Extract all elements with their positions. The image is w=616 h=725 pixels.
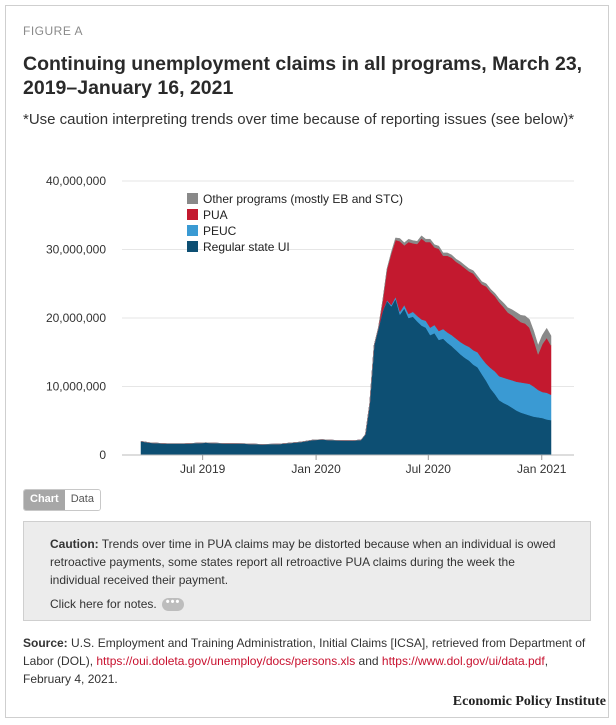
y-tick-label: 40,000,000	[46, 174, 106, 188]
y-tick-label: 10,000,000	[46, 380, 106, 394]
caution-body: Trends over time in PUA claims may be di…	[50, 537, 556, 587]
source-link-data[interactable]: https://www.dol.gov/ui/data.pdf	[381, 654, 545, 668]
legend-peuc-swatch	[187, 225, 198, 236]
legend-regular-state-ui-swatch	[187, 241, 198, 252]
notes-link[interactable]: Click here for notes.	[50, 597, 157, 611]
chart-tab[interactable]: Chart	[24, 490, 65, 510]
legend-other-programs-swatch	[187, 193, 198, 204]
legend-peuc-label: PEUC	[203, 224, 237, 238]
area-other-programs	[140, 235, 552, 445]
source-link-persons[interactable]: https://oui.doleta.gov/unemploy/docs/per…	[96, 654, 356, 668]
epi-logo: Economic Policy Institute	[452, 694, 606, 709]
source-label: Source:	[23, 636, 68, 650]
figure-frame	[5, 5, 609, 718]
x-tick-label: Jul 2020	[406, 462, 452, 476]
source-and: and	[358, 654, 379, 668]
legend-other-programs-label: Other programs (mostly EB and STC)	[203, 192, 403, 206]
legend: Other programs (mostly EB and STC) PUA PEU…	[187, 192, 403, 254]
source-note: Source: U.S. Employment and Training Adm…	[23, 634, 598, 688]
legend-pua-swatch	[187, 209, 198, 220]
x-tick-label: Jan 2021	[517, 462, 567, 476]
chart-subtitle: *Use caution interpreting trends over ti…	[23, 111, 575, 128]
chart-title: Continuing unemployment claims in all pr…	[23, 53, 583, 99]
x-tick-label: Jan 2020	[291, 462, 341, 476]
source-text: U.S. Employment and Training Administrat…	[23, 636, 586, 668]
y-tick-label: 30,000,000	[46, 243, 106, 257]
source-date: , February 4, 2021.	[23, 654, 549, 686]
figure-label: FIGURE A	[23, 24, 84, 38]
x-tick-label: Jul 2019	[180, 462, 226, 476]
caution-label: Caution:	[50, 537, 99, 551]
y-tick-label: 20,000,000	[46, 311, 106, 325]
notes-line: Click here for notes. •••	[50, 595, 564, 613]
area-series	[140, 235, 552, 456]
chart-data-toggle: Chart Data	[23, 489, 101, 511]
caution-text: Caution: Trends over time in PUA claims …	[50, 535, 564, 589]
caution-box: Caution: Trends over time in PUA claims …	[23, 521, 591, 621]
legend-regular-state-ui-label: Regular state UI	[203, 240, 290, 254]
y-tick-label: 0	[99, 448, 106, 462]
axes: 0 10,000,000 20,000,000 30,000,000 40,000,00…	[46, 174, 574, 476]
chart: 0 10,000,000 20,000,000 30,000,000 40,000,00…	[46, 174, 574, 476]
data-tab[interactable]: Data	[64, 490, 100, 510]
more-icon[interactable]: •••	[162, 597, 185, 612]
legend-pua-label: PUA	[203, 208, 228, 222]
